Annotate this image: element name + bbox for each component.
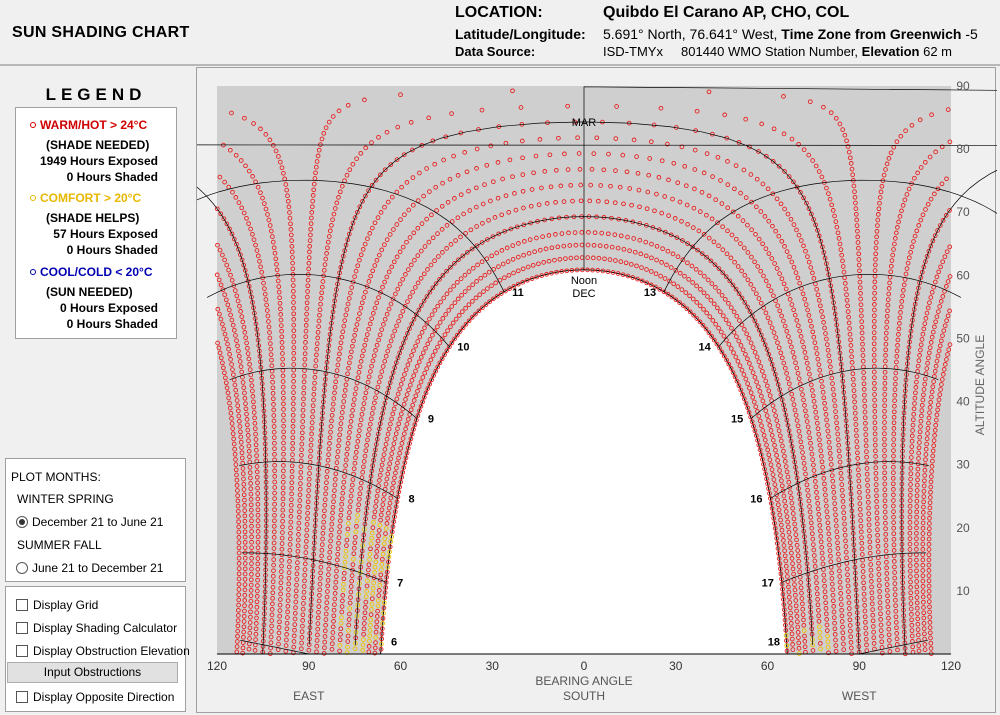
- display-grid-label: Display Grid: [33, 598, 98, 612]
- y-tick-label: 10: [956, 584, 970, 598]
- legend-comfort-shaded: 0 Hours Shaded: [67, 243, 158, 257]
- x-axis-title: BEARING ANGLE: [535, 674, 632, 688]
- checkbox-icon[interactable]: [16, 622, 28, 634]
- mar-label: MAR: [572, 117, 597, 129]
- x-tick-label: 120: [941, 659, 961, 673]
- x-tick-label: 120: [207, 659, 227, 673]
- plot-months-panel: PLOT MONTHS: WINTER SPRING December 21 t…: [5, 458, 186, 582]
- y-tick-label: 50: [956, 331, 970, 345]
- plot-months-title: PLOT MONTHS:: [11, 470, 101, 484]
- radio-dec-jun[interactable]: December 21 to June 21: [16, 515, 163, 529]
- legend-warm-note: (SHADE NEEDED): [46, 138, 149, 152]
- header-divider: [0, 64, 1000, 66]
- latlon-line: 5.691° North, 76.641° West, Time Zone fr…: [603, 26, 978, 42]
- chart-frame: 6 7 8 9 10 11 13 14 15 16 17 18 Noon DEC MAR 120 90 60 30 0…: [196, 67, 996, 713]
- hour-label-15: 15: [731, 414, 743, 426]
- elevation-value: 62 m: [923, 44, 952, 59]
- legend-comfort-note: (SHADE HELPS): [46, 211, 139, 225]
- legend-warm: WARM/HOT > 24°C: [30, 118, 147, 132]
- hour-label-8: 8: [409, 493, 415, 505]
- timezone-value: -5: [965, 26, 977, 42]
- dec-label: DEC: [572, 288, 595, 300]
- source-label: Data Source:: [455, 44, 535, 59]
- y-tick-label: 40: [956, 395, 970, 409]
- hour-label-16: 16: [750, 493, 762, 505]
- legend-comfort: COMFORT > 20°C: [30, 191, 141, 205]
- shading-calc-checkbox[interactable]: Display Shading Calculator: [16, 621, 177, 635]
- x-tick-label: 90: [853, 659, 867, 673]
- comfort-dot-icon: [30, 195, 36, 201]
- obstruction-elevation-checkbox[interactable]: Display Obstruction Elevation: [16, 644, 190, 658]
- elevation-label: Elevation: [862, 44, 920, 59]
- y-tick-label: 60: [956, 268, 970, 282]
- radio-dec-jun-label: December 21 to June 21: [32, 515, 163, 529]
- y-tick-label: 90: [956, 79, 970, 93]
- legend-comfort-label: COMFORT > 20°C: [40, 191, 141, 205]
- hour-label-9: 9: [428, 414, 434, 426]
- x-tick-label: 30: [486, 659, 500, 673]
- checkbox-icon[interactable]: [16, 599, 28, 611]
- hour-label-18: 18: [768, 636, 780, 648]
- y-axis-title: ALTITUDE ANGLE: [973, 335, 987, 435]
- legend-cool: COOL/COLD < 20°C: [30, 265, 152, 279]
- display-grid-checkbox[interactable]: Display Grid: [16, 598, 98, 612]
- obstruction-elevation-label: Display Obstruction Elevation: [33, 644, 190, 658]
- opposite-direction-checkbox[interactable]: Display Opposite Direction: [16, 690, 174, 704]
- legend-comfort-exposed: 57 Hours Exposed: [53, 227, 158, 241]
- station-value: 801440 WMO Station Number,: [681, 44, 858, 59]
- shading-calc-label: Display Shading Calculator: [33, 621, 177, 635]
- hour-label-14: 14: [698, 342, 711, 354]
- summer-fall-label: SUMMER FALL: [17, 538, 102, 552]
- x-tick-label: 30: [669, 659, 683, 673]
- cool-dot-icon: [30, 269, 36, 275]
- hour-label-10: 10: [457, 342, 469, 354]
- latlon-label: Latitude/Longitude:: [455, 26, 586, 42]
- legend-warm-label: WARM/HOT > 24°C: [40, 118, 147, 132]
- legend-box: WARM/HOT > 24°C (SHADE NEEDED) 1949 Hour…: [15, 107, 177, 339]
- legend-cool-note: (SUN NEEDED): [46, 285, 133, 299]
- legend-cool-exposed: 0 Hours Exposed: [60, 301, 158, 315]
- checkbox-icon[interactable]: [16, 691, 28, 703]
- y-tick-label: 80: [956, 142, 970, 156]
- checkbox-icon[interactable]: [16, 645, 28, 657]
- winter-spring-label: WINTER SPRING: [17, 492, 114, 506]
- legend-title: LEGEND: [0, 85, 192, 105]
- warm-dot-icon: [30, 122, 36, 128]
- x-tick-label: 0: [581, 659, 588, 673]
- noon-label: Noon: [571, 275, 597, 287]
- x-tick-label: 90: [302, 659, 316, 673]
- radio-unselected-icon[interactable]: [16, 562, 28, 574]
- opposite-direction-label: Display Opposite Direction: [33, 690, 174, 704]
- input-obstructions-button[interactable]: Input Obstructions: [7, 662, 178, 683]
- y-tick-label: 30: [956, 458, 970, 472]
- legend-cool-shaded: 0 Hours Shaded: [67, 317, 158, 331]
- x-tick-label: 60: [761, 659, 775, 673]
- hour-label-6: 6: [391, 636, 397, 648]
- y-tick-label: 20: [956, 521, 970, 535]
- south-label: SOUTH: [563, 689, 605, 703]
- east-label: EAST: [293, 689, 325, 703]
- hour-label-11: 11: [512, 287, 524, 299]
- legend-warm-shaded: 0 Hours Shaded: [67, 170, 158, 184]
- legend-warm-exposed: 1949 Hours Exposed: [40, 154, 158, 168]
- radio-selected-icon[interactable]: [16, 516, 28, 528]
- timezone-label: Time Zone from Greenwich: [781, 26, 961, 42]
- sun-chart-svg: 6 7 8 9 10 11 13 14 15 16 17 18 NoonDEC MAR 120 90 60 30 0…: [197, 68, 997, 714]
- radio-jun-dec[interactable]: June 21 to December 21: [16, 561, 163, 575]
- radio-jun-dec-label: June 21 to December 21: [32, 561, 163, 575]
- location-value: Quibdo El Carano AP, CHO, COL: [603, 4, 849, 22]
- options-panel: Display Grid Display Shading Calculator …: [5, 586, 186, 712]
- app-title: SUN SHADING CHART: [12, 24, 190, 42]
- y-tick-label: 70: [956, 205, 970, 219]
- location-label: LOCATION:: [455, 4, 543, 22]
- legend-cool-label: COOL/COLD < 20°C: [40, 265, 152, 279]
- hour-label-7: 7: [397, 577, 403, 589]
- hour-label-13: 13: [644, 287, 656, 299]
- x-tick-label: 60: [394, 659, 408, 673]
- west-label: WEST: [842, 689, 877, 703]
- latlon-value: 5.691° North, 76.641° West,: [603, 26, 777, 42]
- source-value: ISD-TMYx: [603, 44, 663, 59]
- source-line: ISD-TMYx 801440 WMO Station Number, Elev…: [603, 44, 952, 59]
- hour-label-17: 17: [762, 577, 774, 589]
